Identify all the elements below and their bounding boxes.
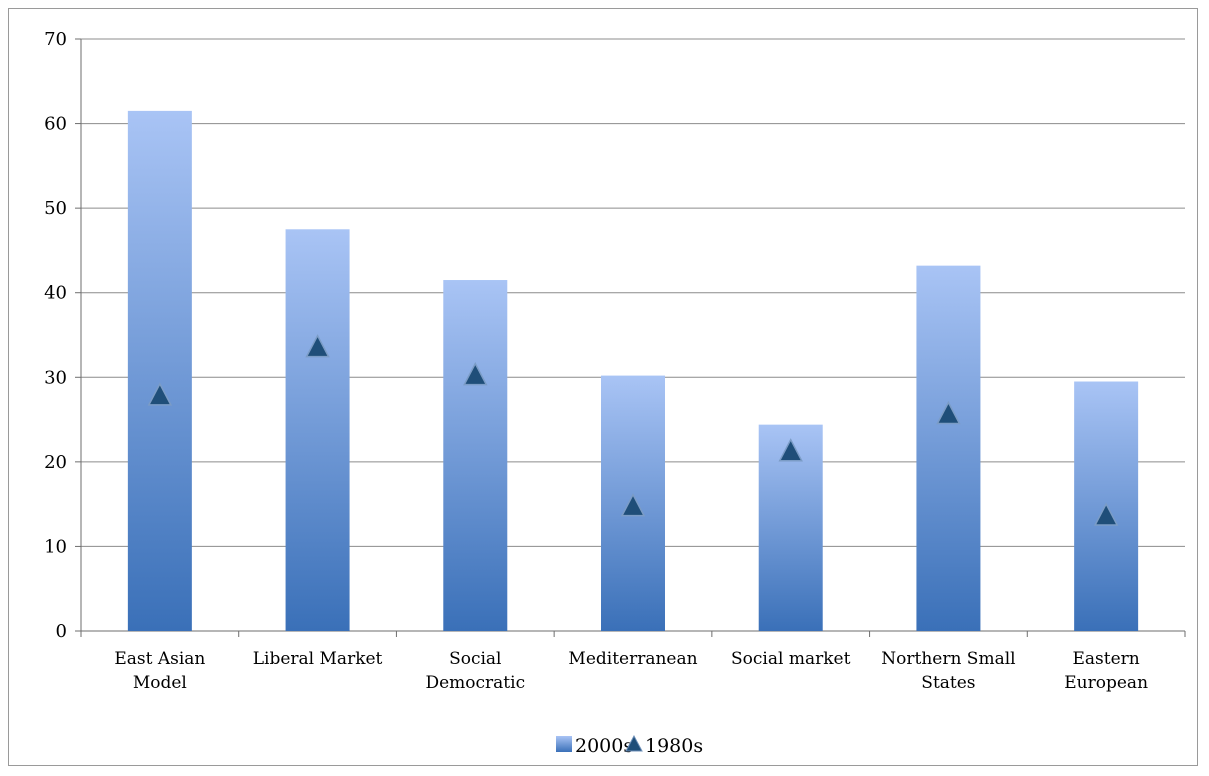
bar bbox=[127, 110, 192, 631]
y-tick-label: 10 bbox=[44, 536, 67, 557]
triangle-marker bbox=[620, 493, 646, 517]
triangle-marker bbox=[936, 400, 961, 425]
bars-2000s bbox=[127, 110, 1139, 632]
legend-label-1980s: 1980s bbox=[645, 735, 703, 757]
bar bbox=[285, 229, 350, 632]
triangle-marker bbox=[778, 438, 803, 462]
y-tick-label: 30 bbox=[44, 367, 67, 388]
legend-marker-1980s bbox=[625, 734, 643, 752]
y-tick-label: 0 bbox=[56, 621, 67, 642]
bar bbox=[443, 280, 508, 631]
x-category-label: Mediterranean bbox=[568, 649, 697, 669]
legend-swatch-2000s bbox=[556, 736, 572, 752]
triangle-marker bbox=[305, 334, 330, 358]
y-tick-label: 40 bbox=[44, 283, 67, 304]
triangle-marker bbox=[463, 361, 488, 386]
x-category-label-line: Mediterranean bbox=[568, 649, 697, 669]
x-category-label-line: Northern Small bbox=[881, 649, 1015, 669]
bar-chart: 0 10 20 30 40 50 60 70 East Asian Model Liberal M… bbox=[44, 29, 1186, 757]
x-category-label-line: Model bbox=[133, 673, 187, 693]
x-category-label: Northern Small States bbox=[881, 649, 1015, 693]
legend: 2000s 1980s bbox=[556, 734, 703, 757]
triangle-marker bbox=[1093, 502, 1119, 526]
x-category-label-line: Social market bbox=[731, 649, 851, 669]
y-tick-label: 20 bbox=[44, 452, 67, 473]
legend-label-2000s: 2000s bbox=[575, 735, 633, 757]
x-category-label-line: East Asian bbox=[114, 649, 205, 669]
x-category-label-line: Social bbox=[449, 649, 501, 669]
bar bbox=[916, 265, 981, 631]
chart-frame: 0 10 20 30 40 50 60 70 East Asian Model Liberal M… bbox=[8, 8, 1198, 766]
x-category-label-line: Eastern bbox=[1073, 649, 1140, 669]
x-category-label-line: European bbox=[1064, 673, 1148, 693]
x-category-labels: East Asian Model Liberal Market Social Democ… bbox=[114, 649, 1148, 693]
y-tick-label: 50 bbox=[44, 198, 67, 219]
x-category-label: Eastern European bbox=[1064, 649, 1148, 693]
y-tick-labels: 0 10 20 30 40 50 60 70 bbox=[44, 29, 67, 642]
x-category-label-line: States bbox=[921, 673, 975, 693]
y-tick-label: 70 bbox=[44, 29, 67, 50]
x-category-label: Liberal Market bbox=[253, 649, 383, 669]
x-category-label: Social market bbox=[731, 649, 851, 669]
triangle-marker bbox=[147, 382, 173, 406]
x-category-label-line: Liberal Market bbox=[253, 649, 383, 669]
x-category-label: Social Democratic bbox=[425, 649, 525, 693]
markers-1980s bbox=[147, 334, 1119, 526]
x-category-label: East Asian Model bbox=[114, 649, 205, 693]
y-tick-label: 60 bbox=[44, 114, 67, 135]
x-category-label-line: Democratic bbox=[425, 673, 525, 693]
